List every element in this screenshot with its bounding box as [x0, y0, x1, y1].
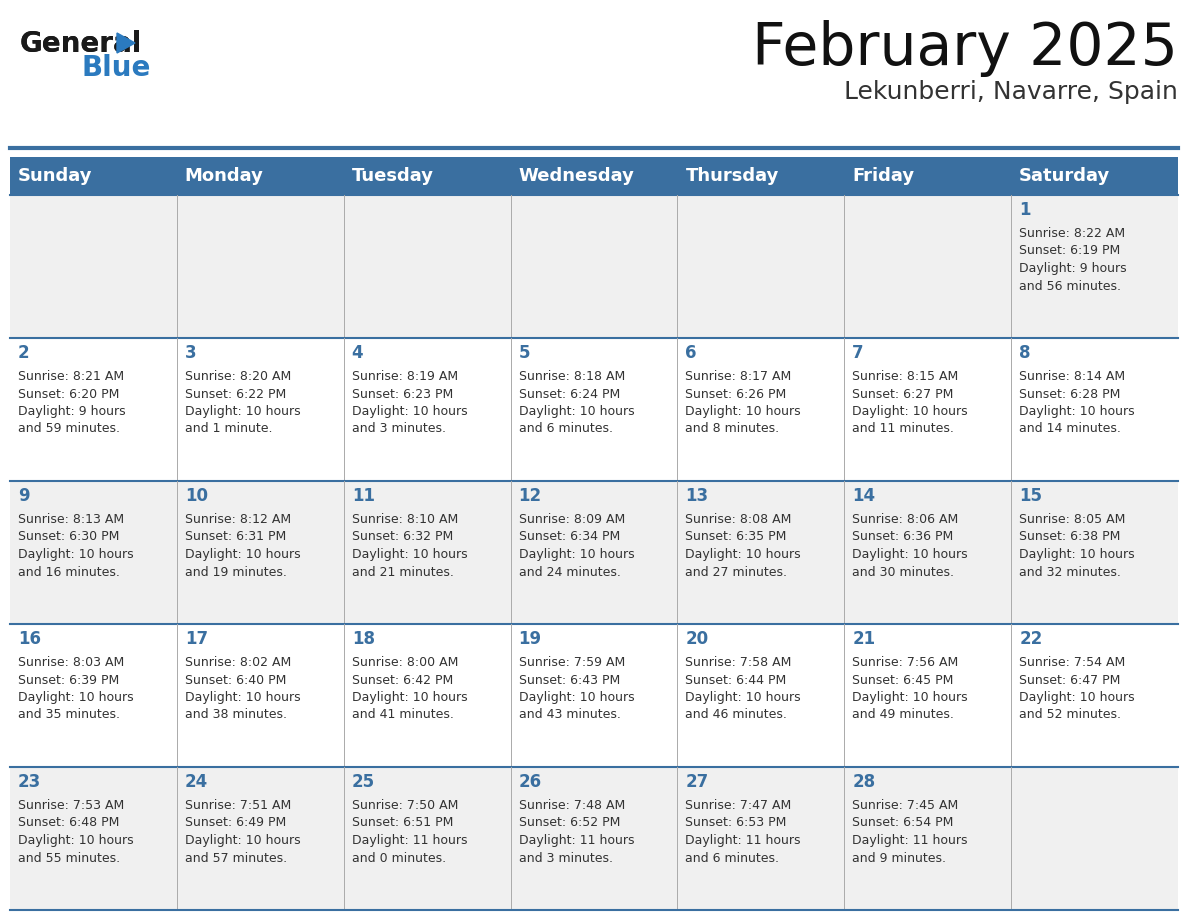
Text: 16: 16 [18, 630, 42, 648]
Text: 5: 5 [519, 344, 530, 362]
Text: 2: 2 [18, 344, 30, 362]
Text: Sunrise: 8:00 AM
Sunset: 6:42 PM
Daylight: 10 hours
and 41 minutes.: Sunrise: 8:00 AM Sunset: 6:42 PM Dayligh… [352, 656, 467, 722]
Text: Saturday: Saturday [1019, 167, 1111, 185]
Text: Sunday: Sunday [18, 167, 93, 185]
Text: 9: 9 [18, 487, 30, 505]
Text: Sunrise: 8:17 AM
Sunset: 6:26 PM
Daylight: 10 hours
and 8 minutes.: Sunrise: 8:17 AM Sunset: 6:26 PM Dayligh… [685, 370, 801, 435]
Text: Sunrise: 8:22 AM
Sunset: 6:19 PM
Daylight: 9 hours
and 56 minutes.: Sunrise: 8:22 AM Sunset: 6:19 PM Dayligh… [1019, 227, 1126, 293]
Text: 8: 8 [1019, 344, 1031, 362]
Text: 13: 13 [685, 487, 708, 505]
Text: Sunrise: 7:50 AM
Sunset: 6:51 PM
Daylight: 11 hours
and 0 minutes.: Sunrise: 7:50 AM Sunset: 6:51 PM Dayligh… [352, 799, 467, 865]
Text: 23: 23 [18, 773, 42, 791]
Text: 3: 3 [185, 344, 196, 362]
Text: 25: 25 [352, 773, 375, 791]
Text: Monday: Monday [185, 167, 264, 185]
Text: Sunrise: 8:20 AM
Sunset: 6:22 PM
Daylight: 10 hours
and 1 minute.: Sunrise: 8:20 AM Sunset: 6:22 PM Dayligh… [185, 370, 301, 435]
Text: Sunrise: 8:19 AM
Sunset: 6:23 PM
Daylight: 10 hours
and 3 minutes.: Sunrise: 8:19 AM Sunset: 6:23 PM Dayligh… [352, 370, 467, 435]
Bar [10, 481, 1178, 624]
Text: Sunrise: 8:03 AM
Sunset: 6:39 PM
Daylight: 10 hours
and 35 minutes.: Sunrise: 8:03 AM Sunset: 6:39 PM Dayligh… [18, 656, 133, 722]
Text: 1: 1 [1019, 201, 1031, 219]
Text: Sunrise: 7:53 AM
Sunset: 6:48 PM
Daylight: 10 hours
and 55 minutes.: Sunrise: 7:53 AM Sunset: 6:48 PM Dayligh… [18, 799, 133, 865]
Text: Thursday: Thursday [685, 167, 779, 185]
Text: Sunrise: 8:10 AM
Sunset: 6:32 PM
Daylight: 10 hours
and 21 minutes.: Sunrise: 8:10 AM Sunset: 6:32 PM Dayligh… [352, 513, 467, 578]
Text: 12: 12 [519, 487, 542, 505]
Text: 22: 22 [1019, 630, 1042, 648]
Text: 6: 6 [685, 344, 697, 362]
Text: 27: 27 [685, 773, 709, 791]
Text: 21: 21 [852, 630, 876, 648]
Text: Sunrise: 8:09 AM
Sunset: 6:34 PM
Daylight: 10 hours
and 24 minutes.: Sunrise: 8:09 AM Sunset: 6:34 PM Dayligh… [519, 513, 634, 578]
Text: Sunrise: 7:48 AM
Sunset: 6:52 PM
Daylight: 11 hours
and 3 minutes.: Sunrise: 7:48 AM Sunset: 6:52 PM Dayligh… [519, 799, 634, 865]
Text: 28: 28 [852, 773, 876, 791]
Text: 15: 15 [1019, 487, 1042, 505]
Text: 19: 19 [519, 630, 542, 648]
Bar [10, 338, 1178, 481]
Text: Tuesday: Tuesday [352, 167, 434, 185]
Text: Sunrise: 7:47 AM
Sunset: 6:53 PM
Daylight: 11 hours
and 6 minutes.: Sunrise: 7:47 AM Sunset: 6:53 PM Dayligh… [685, 799, 801, 865]
Text: Sunrise: 7:54 AM
Sunset: 6:47 PM
Daylight: 10 hours
and 52 minutes.: Sunrise: 7:54 AM Sunset: 6:47 PM Dayligh… [1019, 656, 1135, 722]
Text: Lekunberri, Navarre, Spain: Lekunberri, Navarre, Spain [845, 80, 1178, 104]
Text: Sunrise: 8:21 AM
Sunset: 6:20 PM
Daylight: 9 hours
and 59 minutes.: Sunrise: 8:21 AM Sunset: 6:20 PM Dayligh… [18, 370, 126, 435]
Text: 14: 14 [852, 487, 876, 505]
Text: 4: 4 [352, 344, 364, 362]
Bar [10, 157, 1178, 195]
Text: Sunrise: 8:06 AM
Sunset: 6:36 PM
Daylight: 10 hours
and 30 minutes.: Sunrise: 8:06 AM Sunset: 6:36 PM Dayligh… [852, 513, 968, 578]
Text: 11: 11 [352, 487, 374, 505]
Text: General: General [20, 30, 143, 58]
Text: Sunrise: 7:45 AM
Sunset: 6:54 PM
Daylight: 11 hours
and 9 minutes.: Sunrise: 7:45 AM Sunset: 6:54 PM Dayligh… [852, 799, 968, 865]
Text: 7: 7 [852, 344, 864, 362]
Text: Sunrise: 7:59 AM
Sunset: 6:43 PM
Daylight: 10 hours
and 43 minutes.: Sunrise: 7:59 AM Sunset: 6:43 PM Dayligh… [519, 656, 634, 722]
Text: Sunrise: 8:02 AM
Sunset: 6:40 PM
Daylight: 10 hours
and 38 minutes.: Sunrise: 8:02 AM Sunset: 6:40 PM Dayligh… [185, 656, 301, 722]
Text: 17: 17 [185, 630, 208, 648]
Text: Sunrise: 8:13 AM
Sunset: 6:30 PM
Daylight: 10 hours
and 16 minutes.: Sunrise: 8:13 AM Sunset: 6:30 PM Dayligh… [18, 513, 133, 578]
Bar [10, 624, 1178, 767]
Text: 18: 18 [352, 630, 374, 648]
Polygon shape [116, 33, 135, 53]
Text: Sunrise: 8:15 AM
Sunset: 6:27 PM
Daylight: 10 hours
and 11 minutes.: Sunrise: 8:15 AM Sunset: 6:27 PM Dayligh… [852, 370, 968, 435]
Text: Sunrise: 7:58 AM
Sunset: 6:44 PM
Daylight: 10 hours
and 46 minutes.: Sunrise: 7:58 AM Sunset: 6:44 PM Dayligh… [685, 656, 801, 722]
Text: February 2025: February 2025 [752, 20, 1178, 77]
Text: Friday: Friday [852, 167, 915, 185]
Text: Wednesday: Wednesday [519, 167, 634, 185]
Text: Sunrise: 7:56 AM
Sunset: 6:45 PM
Daylight: 10 hours
and 49 minutes.: Sunrise: 7:56 AM Sunset: 6:45 PM Dayligh… [852, 656, 968, 722]
Bar [10, 767, 1178, 910]
Text: 26: 26 [519, 773, 542, 791]
Text: Sunrise: 8:05 AM
Sunset: 6:38 PM
Daylight: 10 hours
and 32 minutes.: Sunrise: 8:05 AM Sunset: 6:38 PM Dayligh… [1019, 513, 1135, 578]
Text: 20: 20 [685, 630, 708, 648]
Text: Sunrise: 8:08 AM
Sunset: 6:35 PM
Daylight: 10 hours
and 27 minutes.: Sunrise: 8:08 AM Sunset: 6:35 PM Dayligh… [685, 513, 801, 578]
Text: Sunrise: 8:14 AM
Sunset: 6:28 PM
Daylight: 10 hours
and 14 minutes.: Sunrise: 8:14 AM Sunset: 6:28 PM Dayligh… [1019, 370, 1135, 435]
Text: 10: 10 [185, 487, 208, 505]
Text: Sunrise: 8:18 AM
Sunset: 6:24 PM
Daylight: 10 hours
and 6 minutes.: Sunrise: 8:18 AM Sunset: 6:24 PM Dayligh… [519, 370, 634, 435]
Text: General: General [20, 30, 143, 58]
Text: Blue: Blue [82, 54, 151, 82]
Text: Sunrise: 7:51 AM
Sunset: 6:49 PM
Daylight: 10 hours
and 57 minutes.: Sunrise: 7:51 AM Sunset: 6:49 PM Dayligh… [185, 799, 301, 865]
Text: 24: 24 [185, 773, 208, 791]
Text: Sunrise: 8:12 AM
Sunset: 6:31 PM
Daylight: 10 hours
and 19 minutes.: Sunrise: 8:12 AM Sunset: 6:31 PM Dayligh… [185, 513, 301, 578]
Bar [10, 195, 1178, 338]
